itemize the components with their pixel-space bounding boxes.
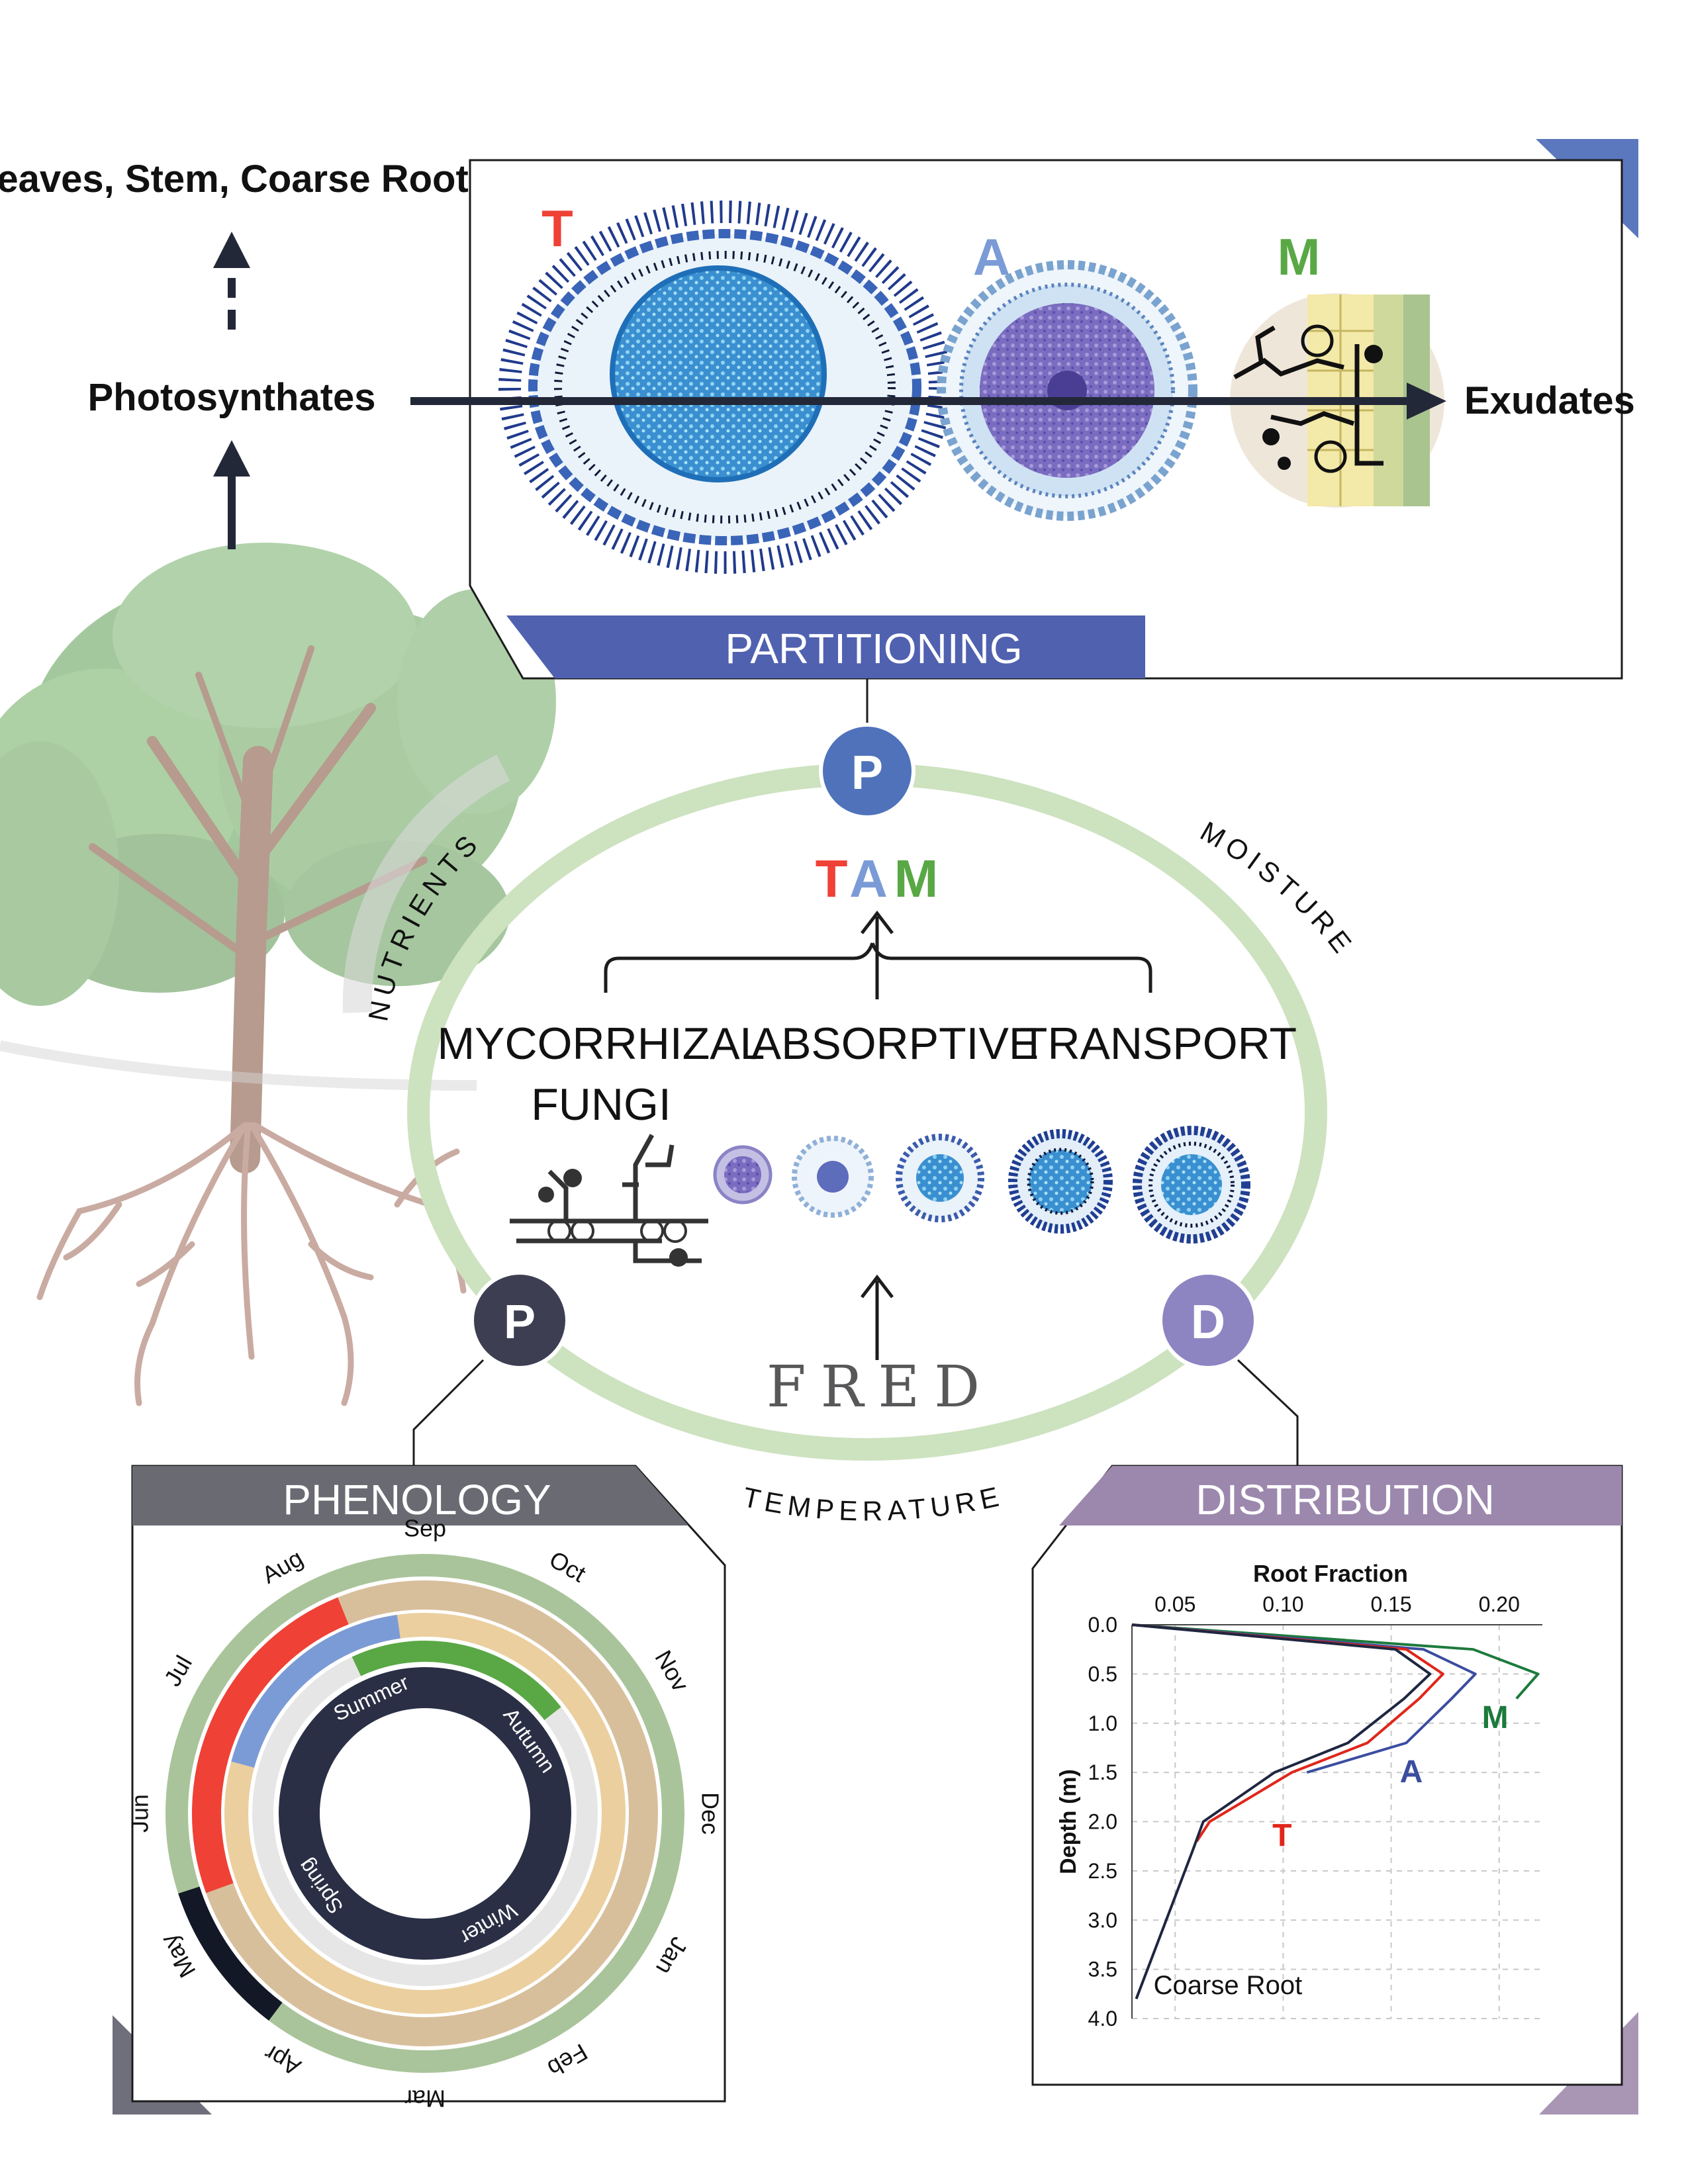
y-axis-label: Depth (m) xyxy=(1056,1769,1081,1874)
partitioning-letter-a: A xyxy=(973,228,1010,286)
fungi-spore-3 xyxy=(669,1248,688,1267)
month-label: Jun xyxy=(126,1794,154,1833)
month-label: Sep xyxy=(404,1515,446,1542)
absorptive-root-section xyxy=(937,260,1197,521)
y-tick-label: 1.0 xyxy=(1088,1711,1117,1735)
transport-root-section xyxy=(498,201,951,574)
month-label: Dec xyxy=(696,1792,724,1835)
partitioning-title-bar xyxy=(506,615,1145,678)
tree-canopy xyxy=(0,543,556,1006)
annotation-t: T xyxy=(1272,1819,1291,1854)
solid-up-arrow xyxy=(213,440,250,549)
tam-bracket xyxy=(604,910,1152,999)
chart-title: Root Fraction xyxy=(1253,1560,1408,1587)
x-tick-label: 0.05 xyxy=(1154,1592,1196,1616)
y-tick-label: 4.0 xyxy=(1088,2007,1117,2030)
tam-heading: T A M xyxy=(816,849,939,908)
phenology-badge: P xyxy=(470,1271,569,1370)
root-section-3 xyxy=(896,1134,984,1222)
distribution-title: DISTRIBUTION xyxy=(1196,1476,1495,1524)
series-line-m xyxy=(1131,1623,1540,1700)
annotation-m: M xyxy=(1482,1700,1509,1735)
x-tick-label: 0.20 xyxy=(1479,1592,1520,1616)
temperature-label: TEMPERATURE xyxy=(740,1480,1006,1527)
fred-arrow xyxy=(861,1274,894,1360)
transport-growth-arc xyxy=(192,1597,349,1893)
category-fungi: FUNGI xyxy=(531,1079,671,1130)
photosynthates-label: Photosynthates xyxy=(87,376,375,419)
root-section-series xyxy=(713,1126,1250,1244)
phenology-connector xyxy=(412,1359,485,1466)
y-tick-label: 3.5 xyxy=(1088,1958,1117,1981)
season-ring xyxy=(279,1667,571,1960)
exudates-label: Exudates xyxy=(1464,379,1635,422)
root-section-5 xyxy=(1133,1126,1250,1244)
exudates-arrow xyxy=(410,383,1446,420)
root-section-4 xyxy=(1008,1129,1113,1234)
tree-illustration xyxy=(0,543,556,1406)
tree-ground xyxy=(0,1040,477,1091)
partitioning-panel: PARTITIONING xyxy=(410,139,1638,680)
partitioning-badge: P xyxy=(819,723,915,819)
distribution-panel: DISTRIBUTION Root Fraction 0.05 0.10 0.15 0.… xyxy=(1031,1465,1638,2115)
distribution-connector xyxy=(1237,1359,1299,1466)
leaves-stem-coarse-roots-label: Leaves, Stem, Coarse Roots xyxy=(0,158,490,201)
dashed-up-arrow xyxy=(213,232,250,341)
coarse-root-growth-arc xyxy=(178,1886,283,2021)
phenology-title-bar xyxy=(132,1466,688,1525)
y-tick-label: 0.5 xyxy=(1088,1662,1117,1686)
phenology-ring-3 xyxy=(224,1613,626,2014)
x-tick-label: 0.15 xyxy=(1370,1592,1411,1616)
month-label: Mar xyxy=(404,2085,445,2112)
y-tick-label: 3.0 xyxy=(1088,1908,1117,1932)
partitioning-title: PARTITIONING xyxy=(725,625,1022,672)
depth-chart: Root Fraction 0.05 0.10 0.15 0.20 0.0 0.5 1.0 1.… xyxy=(1056,1560,1542,2030)
category-absorptive: ABSORPTIVE xyxy=(751,1019,1039,1069)
y-tick-label: 2.5 xyxy=(1088,1859,1117,1883)
annotation-a: A xyxy=(1400,1754,1423,1790)
series-line-coarse-root xyxy=(1131,1623,1432,1999)
phenology-panel: PHENOLOGY SepOctNovDecJanFebMarAprMayJun… xyxy=(113,1465,726,2115)
central-ring-group: NUTRIENTS MOISTURE TEMPERATURE P P D T A… xyxy=(342,723,1356,1527)
nutrients-arc-band xyxy=(342,754,510,1013)
fungi-spore-1 xyxy=(563,1169,582,1187)
y-tick-label: 1.5 xyxy=(1088,1760,1117,1784)
mycorrhizal-growth-arc xyxy=(352,1641,561,1721)
svg-text:P: P xyxy=(851,747,883,799)
partitioning-letter-t: T xyxy=(541,199,573,257)
series-line-t xyxy=(1131,1623,1444,1843)
distribution-title-bar xyxy=(1059,1466,1622,1525)
y-tick-label: 0.0 xyxy=(1088,1613,1117,1637)
phenology-outer-ring xyxy=(165,1554,684,2073)
svg-text:D: D xyxy=(1191,1296,1225,1349)
distribution-frame xyxy=(1031,1465,1623,2086)
tam-letter-a: A xyxy=(849,849,888,908)
distribution-badge: D xyxy=(1158,1271,1258,1370)
absorptive-growth-arc xyxy=(231,1614,400,1768)
y-tick-label: 2.0 xyxy=(1088,1810,1117,1834)
fungi-spore-2 xyxy=(538,1187,554,1203)
tam-letter-m: M xyxy=(894,849,939,908)
category-mycorrhizal: MYCORRHIZAL xyxy=(438,1019,765,1069)
svg-text:P: P xyxy=(504,1296,536,1349)
root-section-1 xyxy=(713,1145,773,1205)
x-tick-label: 0.10 xyxy=(1262,1592,1303,1616)
fred-label: FRED xyxy=(767,1354,994,1420)
phenology-wheel: SepOctNovDecJanFebMarAprMayJunJulAugSumm… xyxy=(126,1515,724,2113)
category-transport: TRANSPORT xyxy=(1020,1019,1297,1069)
tam-letter-t: T xyxy=(816,849,848,908)
root-section-2 xyxy=(792,1136,874,1218)
partitioning-letter-m: M xyxy=(1278,228,1321,286)
annotation-coarse-root: Coarse Root xyxy=(1154,1971,1303,2000)
phenology-title: PHENOLOGY xyxy=(283,1476,551,1524)
